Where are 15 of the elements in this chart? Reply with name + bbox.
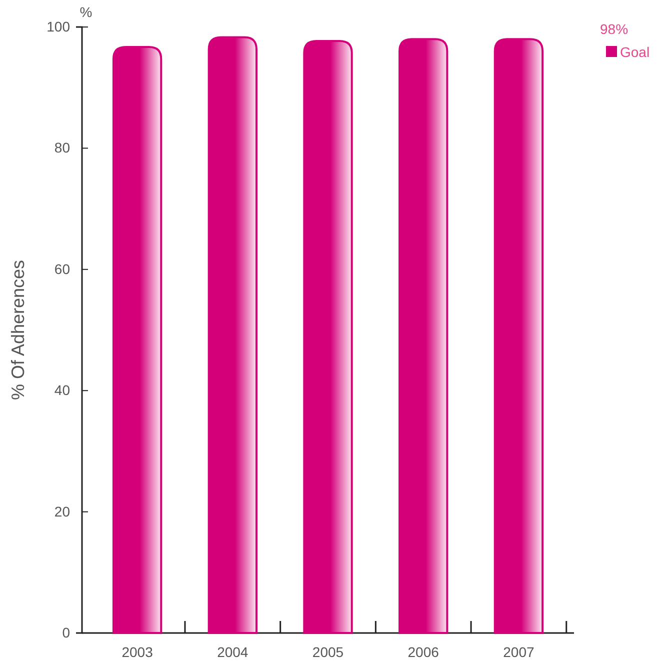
y-tick-label: 60 <box>54 260 70 277</box>
y-tick-label: 0 <box>62 624 70 640</box>
x-tick-label: 2004 <box>217 644 248 660</box>
y-tick-label: 20 <box>54 503 70 520</box>
y-axis-title: % Of Adherences <box>8 260 28 400</box>
legend-label: Goal <box>620 44 650 60</box>
y-tick-label: 40 <box>54 382 70 398</box>
legend-title: 98% <box>600 21 628 37</box>
x-tick-label: 2003 <box>122 644 154 660</box>
x-tick-label: 2006 <box>408 644 440 660</box>
x-tick-label: 2007 <box>503 644 534 660</box>
x-tick-label: 2005 <box>312 644 344 660</box>
y-tick-label: 100 <box>46 18 70 34</box>
text: % <box>80 4 92 20</box>
y-tick-label: 80 <box>54 140 70 156</box>
